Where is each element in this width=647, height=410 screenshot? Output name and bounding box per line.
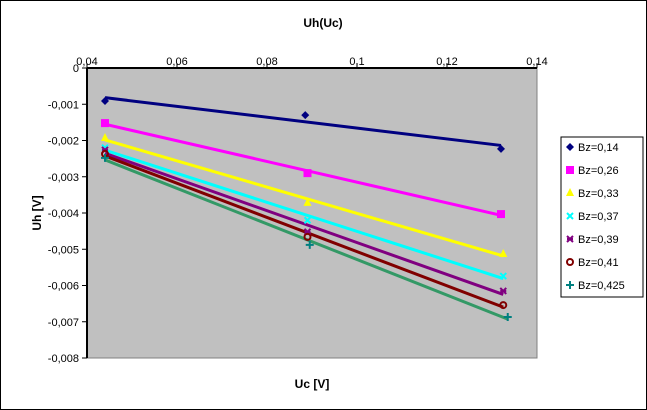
legend-marker: [566, 166, 574, 174]
x-tick-label: 0,14: [526, 56, 547, 68]
legend-marker: [566, 281, 574, 289]
data-point: [101, 132, 109, 141]
square-marker: [303, 169, 312, 178]
x-marker: [303, 216, 312, 224]
plus-marker: [101, 153, 109, 162]
data-point: [101, 153, 109, 162]
legend-label: Bz=0,26: [578, 165, 619, 177]
x-tick-label: 0,04: [76, 56, 97, 68]
x-marker: [566, 212, 574, 220]
legend-marker: [566, 212, 574, 220]
y-tick-label: 0: [73, 63, 79, 75]
data-point: [303, 232, 312, 241]
chart-title: Uh(Uc): [303, 16, 342, 30]
legend-marker: [566, 188, 574, 196]
trendline-5: [104, 154, 504, 309]
x-marker: [499, 272, 507, 280]
square-marker: [101, 119, 109, 128]
circle-marker: [303, 232, 312, 241]
diamond-marker: [497, 144, 505, 153]
y-tick-label: -0,006: [48, 281, 79, 293]
data-point: [499, 272, 507, 280]
data-point: [497, 210, 505, 219]
data-point: [499, 248, 508, 257]
y-tick-label: -0,005: [48, 244, 79, 256]
star-marker: [499, 287, 507, 295]
plot-area: [86, 67, 538, 359]
trendline-1: [104, 122, 502, 217]
plus-marker: [305, 240, 314, 249]
legend-label: Bz=0,41: [578, 257, 619, 269]
data-point: [499, 287, 507, 295]
triangle-marker: [303, 197, 312, 206]
circle-marker: [566, 258, 574, 266]
y-tick-label: -0,001: [48, 99, 79, 111]
x-tick-label: 0,12: [436, 56, 457, 68]
trendline-2: [104, 138, 504, 258]
plus-marker: [503, 313, 512, 322]
y-axis-label: Uh [V]: [30, 195, 44, 230]
y-tick-label: -0,004: [48, 208, 79, 220]
star-marker: [566, 235, 574, 243]
diamond-marker: [101, 96, 109, 105]
x-axis-label: Uc [V]: [295, 377, 330, 391]
x-tick-label: 0,06: [166, 56, 187, 68]
legend-label: Bz=0,33: [578, 188, 619, 200]
square-marker: [497, 210, 505, 219]
data-point: [301, 111, 310, 120]
legend-label: Bz=0,14: [578, 142, 619, 154]
y-tick-label: -0,003: [48, 172, 79, 184]
legend-label: Bz=0,425: [578, 280, 625, 292]
diamond-marker: [566, 143, 574, 151]
diamond-marker: [301, 111, 310, 120]
legend-marker: [566, 258, 574, 266]
y-tick-label: -0,008: [48, 353, 79, 365]
y-tick-label: -0,002: [48, 136, 79, 148]
data-point: [305, 240, 314, 249]
data-point: [303, 197, 312, 206]
legend-label: Bz=0,39: [578, 234, 619, 246]
circle-marker: [499, 301, 508, 310]
trendline-0: [104, 96, 502, 147]
data-point: [101, 119, 109, 128]
x-tick-label: 0,1: [349, 56, 364, 68]
data-point: [303, 216, 312, 224]
trendline-4: [104, 151, 504, 296]
y-tick-label: -0,007: [48, 317, 79, 329]
data-point: [497, 144, 505, 153]
data-point: [499, 301, 508, 310]
trendline-3: [104, 148, 504, 280]
legend: [560, 136, 644, 298]
x-tick-label: 0,08: [256, 56, 277, 68]
data-point: [303, 169, 312, 178]
plus-marker: [566, 281, 574, 289]
data-point: [101, 96, 109, 105]
triangle-marker: [566, 188, 574, 196]
legend-marker: [566, 143, 574, 151]
triangle-marker: [101, 132, 109, 141]
square-marker: [566, 166, 574, 174]
data-point: [503, 313, 512, 322]
legend-marker: [566, 235, 574, 243]
legend-label: Bz=0,37: [578, 211, 619, 223]
triangle-marker: [499, 248, 508, 257]
